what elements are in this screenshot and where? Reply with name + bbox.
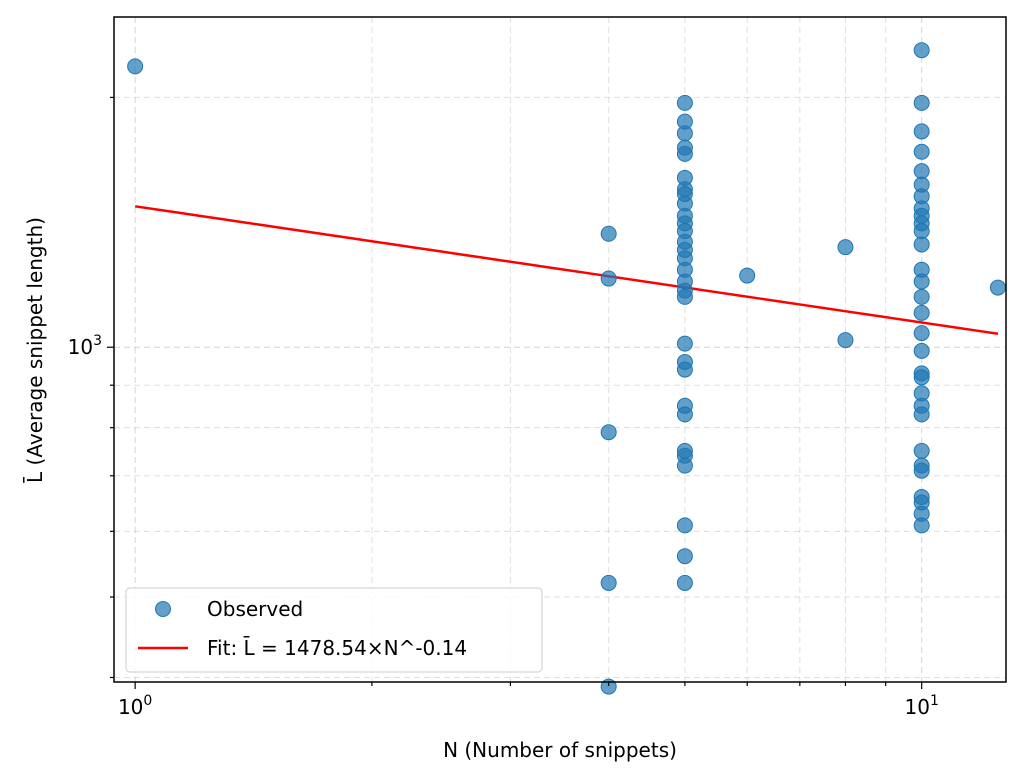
data-point xyxy=(913,304,930,321)
fit-line xyxy=(134,205,999,335)
data-point xyxy=(913,143,930,160)
data-point xyxy=(676,457,693,474)
data-point xyxy=(913,442,930,459)
data-point xyxy=(676,94,693,111)
data-point xyxy=(600,678,617,695)
data-point xyxy=(913,273,930,290)
legend-box xyxy=(125,587,543,673)
plot-frame xyxy=(113,16,1007,683)
legend: Observed Fit: L̄ = 1478.54×N^-0.14 xyxy=(125,587,543,673)
data-point xyxy=(913,342,930,359)
data-point xyxy=(913,94,930,111)
scatter-layer xyxy=(127,42,1006,695)
legend-label-observed: Observed xyxy=(207,597,303,621)
data-point xyxy=(913,369,930,386)
data-point xyxy=(127,58,144,75)
data-point xyxy=(676,125,693,142)
data-point xyxy=(676,548,693,565)
data-point xyxy=(676,574,693,591)
data-point xyxy=(913,223,930,240)
data-point xyxy=(676,145,693,162)
data-point xyxy=(739,267,756,284)
data-point xyxy=(676,517,693,534)
data-point xyxy=(837,332,854,349)
data-point xyxy=(913,163,930,180)
data-point xyxy=(600,225,617,242)
data-point xyxy=(913,288,930,305)
data-point xyxy=(676,335,693,352)
ticks xyxy=(107,96,923,689)
data-point xyxy=(913,517,930,534)
data-point xyxy=(913,462,930,479)
data-point xyxy=(913,42,930,59)
y-axis-title: L̄ (Average snippet length) xyxy=(22,217,47,483)
data-point xyxy=(676,361,693,378)
data-point xyxy=(913,406,930,423)
data-point xyxy=(913,123,930,140)
data-point xyxy=(989,279,1006,296)
legend-label-fit: Fit: L̄ = 1478.54×N^-0.14 xyxy=(207,635,467,660)
data-point xyxy=(600,270,617,287)
data-point xyxy=(676,406,693,423)
data-point xyxy=(913,236,930,253)
data-point xyxy=(913,325,930,342)
data-point xyxy=(600,424,617,441)
x-axis-title: N (Number of snippets) xyxy=(443,738,677,762)
legend-marker-observed xyxy=(155,601,171,617)
data-point xyxy=(600,574,617,591)
data-point xyxy=(676,288,693,305)
fit-line-layer xyxy=(134,205,999,335)
data-point xyxy=(837,239,854,256)
